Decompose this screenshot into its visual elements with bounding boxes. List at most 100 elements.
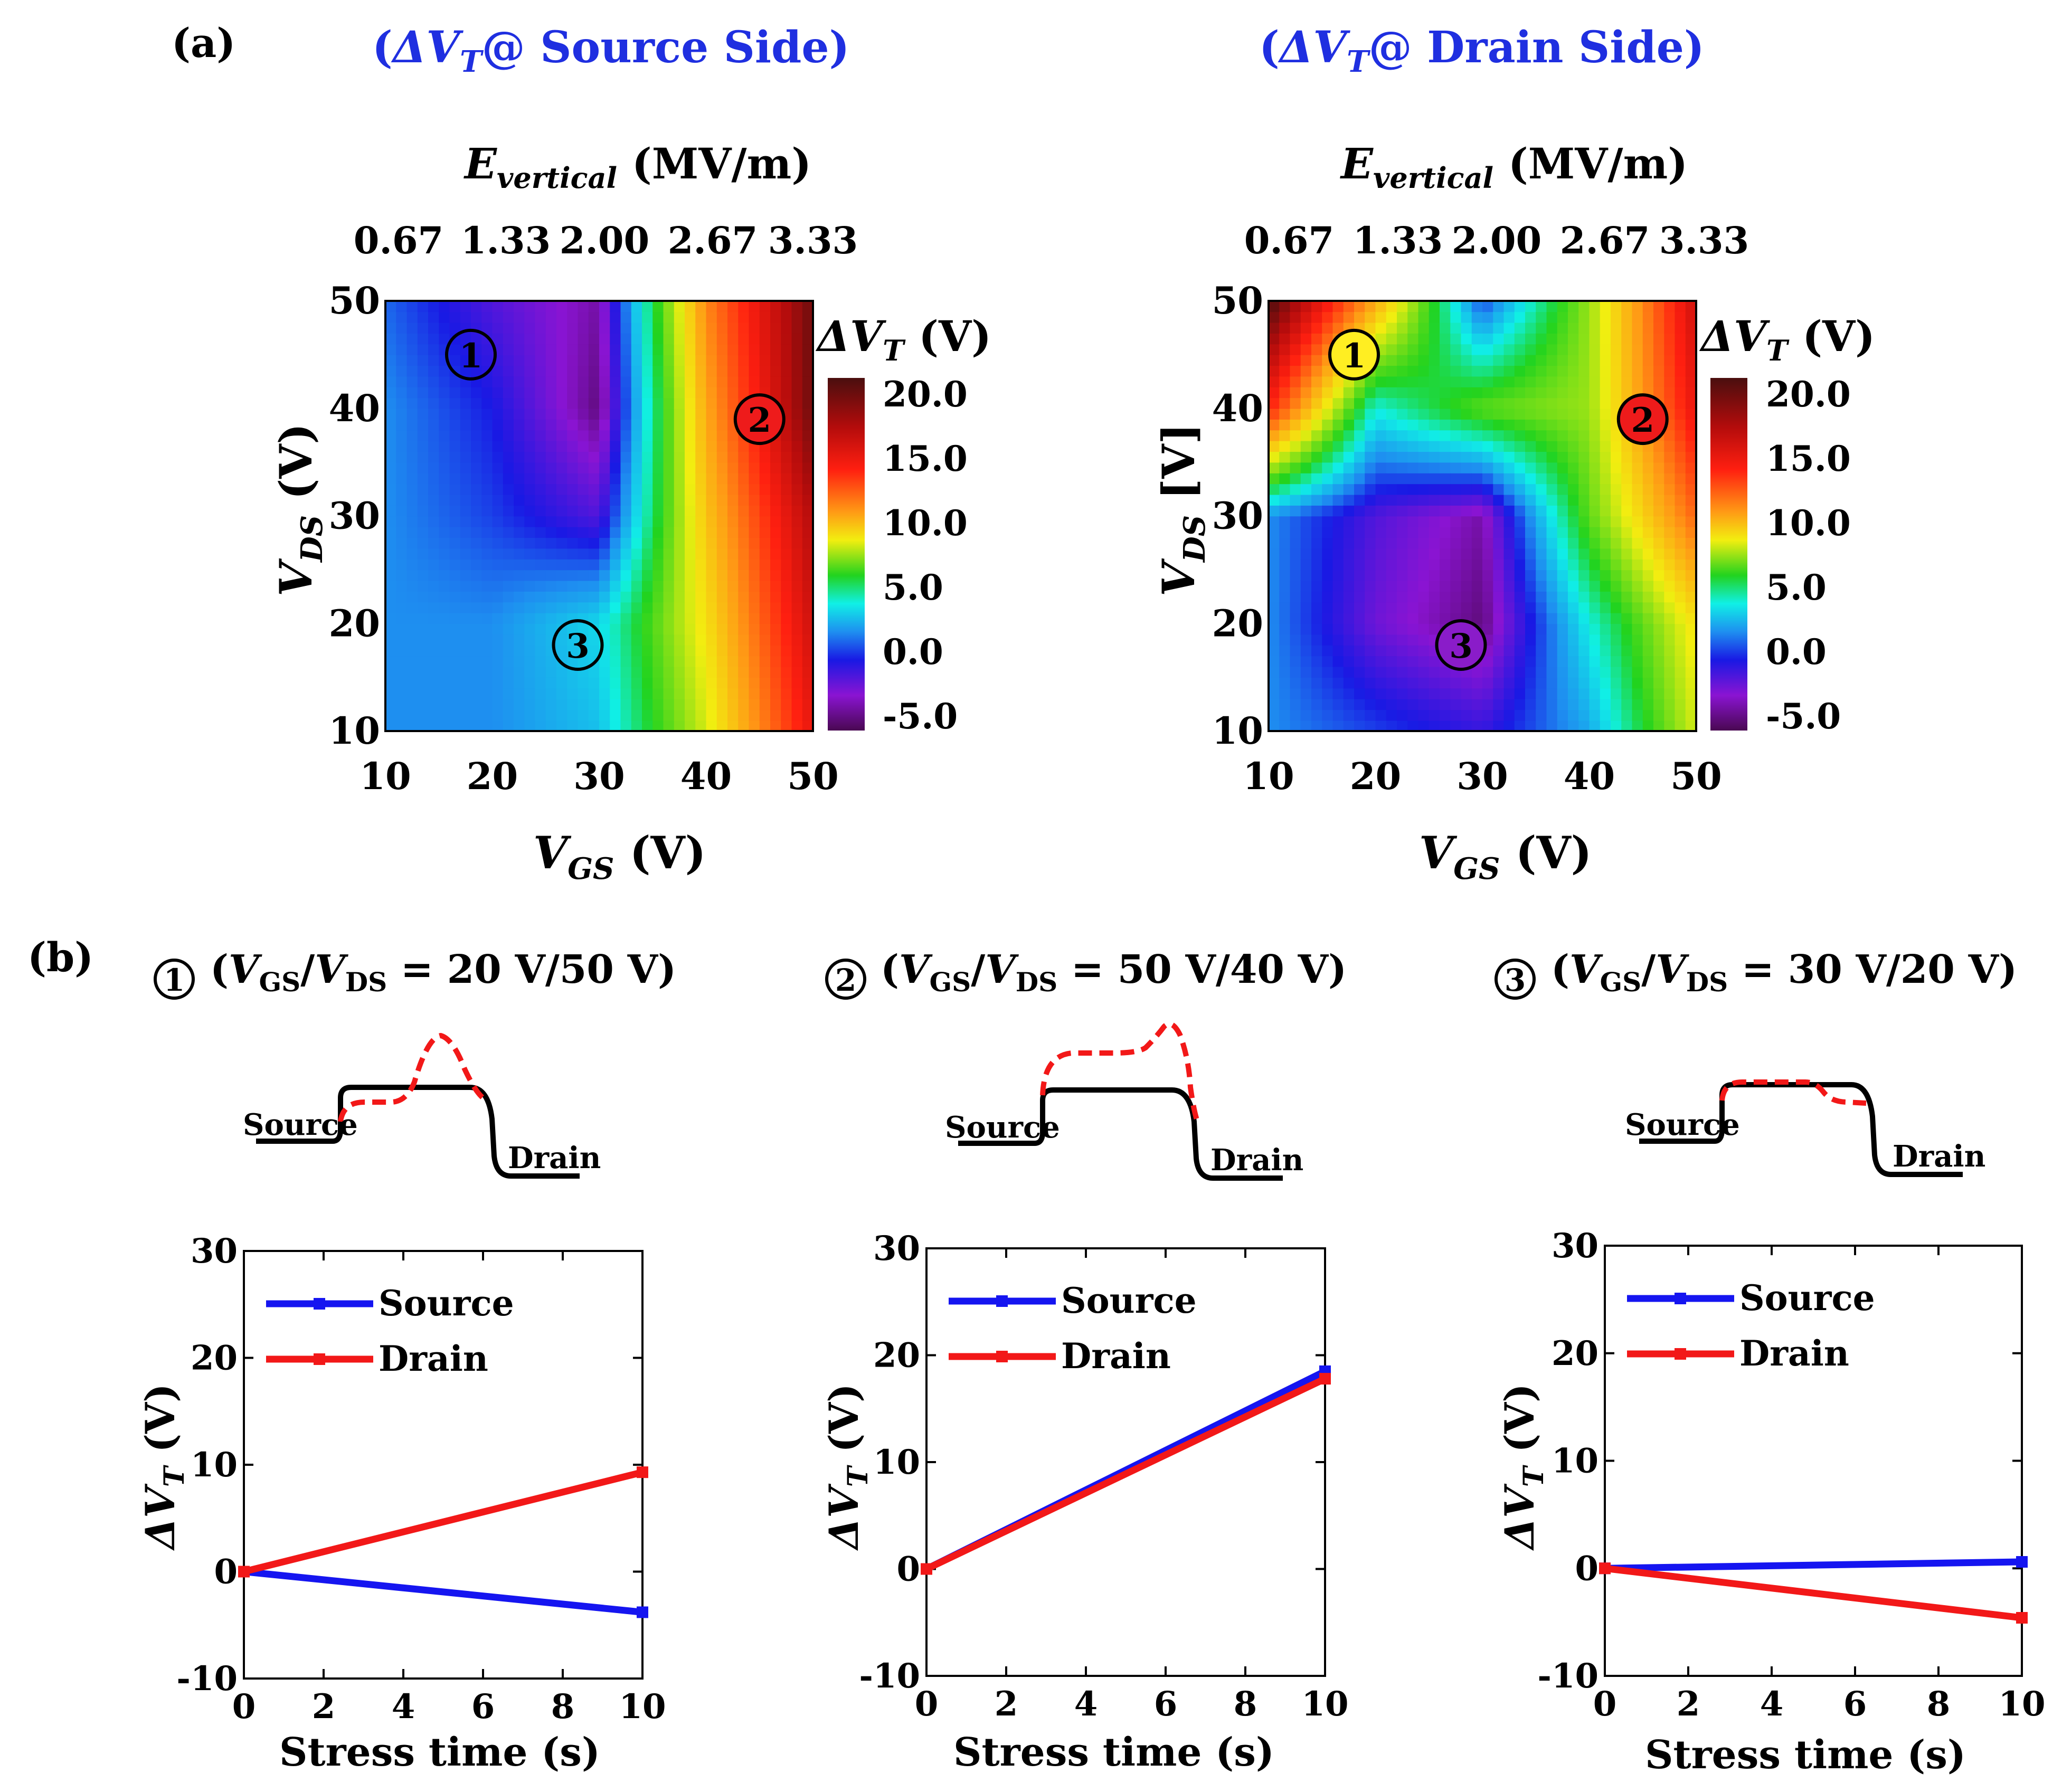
heatmap-cell [1685,623,1697,635]
heatmap-cell [1450,333,1462,345]
heatmap-cell [685,666,696,678]
heatmap-cell [556,537,568,549]
heatmap-cell [1375,709,1387,721]
map-source-colorbar-title: ΔVT (V) [815,311,991,367]
x-tick-label: 50 [787,754,838,798]
heatmap-cell [1525,688,1537,699]
heatmap-cell [492,570,504,581]
heatmap-cell [1493,354,1505,366]
heatmap-cell [1397,720,1408,732]
y-tick-label: 20 [191,1339,238,1378]
heatmap-cell [1611,301,1622,312]
heatmap-cell [1578,333,1590,345]
heatmap-cell [1621,301,1633,312]
heatmap-cell [385,570,397,581]
heatmap-cell [1365,473,1376,485]
heatmap-cell [738,376,750,387]
heatmap-cell [1578,322,1590,334]
heatmap-cell [545,301,557,312]
x-tick-label: 6 [1843,1684,1867,1724]
heatmap-cell [1536,580,1547,592]
heatmap-cell [610,311,621,323]
heatmap-cell [514,570,525,581]
heatmap-cell [1642,462,1654,473]
heatmap-cell [578,537,589,549]
heatmap-cell [620,344,632,355]
y-tick-label: 20 [1212,601,1263,645]
heatmap-cell [492,720,504,732]
heatmap-cell [1600,548,1611,560]
heatmap-cell [1471,709,1483,721]
heatmap-cell [524,387,536,399]
profile-case-2: Source Drain [945,1021,1303,1181]
heatmap-cell [1546,387,1558,399]
heatmap-cell [1332,537,1344,549]
heatmap-cell [514,387,525,399]
heatmap-cell [1503,322,1515,334]
heatmap-cell [631,397,642,409]
heatmap-cell [460,473,471,485]
heatmap-cell [738,537,750,549]
heatmap-cell [770,623,782,635]
heatmap-cell [1621,645,1633,657]
heatmap-cell [1600,387,1611,399]
heatmap-cell [770,462,782,473]
colorbar-tick: 15.0 [883,438,968,479]
heatmap-drain-x-ticks: 10 20 30 40 50 [1243,754,1722,798]
heatmap-cell [1397,591,1408,603]
heatmap-cell [503,720,514,732]
profile-drain-label: Drain [508,1141,601,1175]
heatmap-cell [674,451,685,463]
heatmap-cell [439,698,450,710]
heatmap-cell [749,559,760,571]
heatmap-cell [503,419,514,431]
heatmap-cell [1493,623,1505,635]
heatmap-cell [631,602,642,613]
heatmap-cell [492,634,504,646]
heatmap-cell [1568,602,1579,613]
heatmap-cell [1450,559,1462,571]
x-tick-label: 4 [1760,1684,1784,1724]
heatmap-cell [791,451,803,463]
heatmap-cell [1354,505,1366,517]
heatmap-cell [1279,473,1291,485]
heatmap-cell [1568,688,1579,699]
heatmap-cell [1653,440,1665,452]
heatmap-cell [1653,612,1665,624]
heatmap-cell [1482,656,1494,667]
heatmap-cell [1578,505,1590,517]
heatmap-cell [524,344,536,355]
heatmap-cell [716,333,728,345]
heatmap-cell [706,311,717,323]
heatmap-cell [685,516,696,527]
heatmap-cell [706,537,717,549]
heatmap-cell [396,462,408,473]
heatmap-cell [1386,698,1397,710]
heatmap-cell [1332,602,1344,613]
heatmap-cell [1664,354,1676,366]
heatmap-cell [1525,387,1537,399]
heatmap-cell [631,623,642,635]
heatmap-cell [1407,354,1419,366]
heatmap-cell [1407,483,1419,495]
heatmap-cell [1440,354,1451,366]
heatmap-cell [406,376,418,387]
heatmap-cell [471,709,483,721]
heatmap-cell [535,516,546,527]
heatmap-cell [417,365,429,377]
heatmap-cell [1664,440,1676,452]
heatmap-cell [524,462,536,473]
heatmap-cell [802,430,814,441]
heatmap-cell [1461,494,1472,506]
heatmap-cell [1397,408,1408,420]
heatmap-cell [642,322,654,334]
heatmap-cell [1653,591,1665,603]
heatmap-cell [620,430,632,441]
heatmap-cell [1546,623,1558,635]
heatmap-cell [1653,548,1665,560]
heatmap-cell [1311,505,1323,517]
heatmap-cell [663,462,675,473]
heatmap-cell [663,440,675,452]
heatmap-cell [1675,365,1686,377]
heatmap-cell [1611,666,1622,678]
